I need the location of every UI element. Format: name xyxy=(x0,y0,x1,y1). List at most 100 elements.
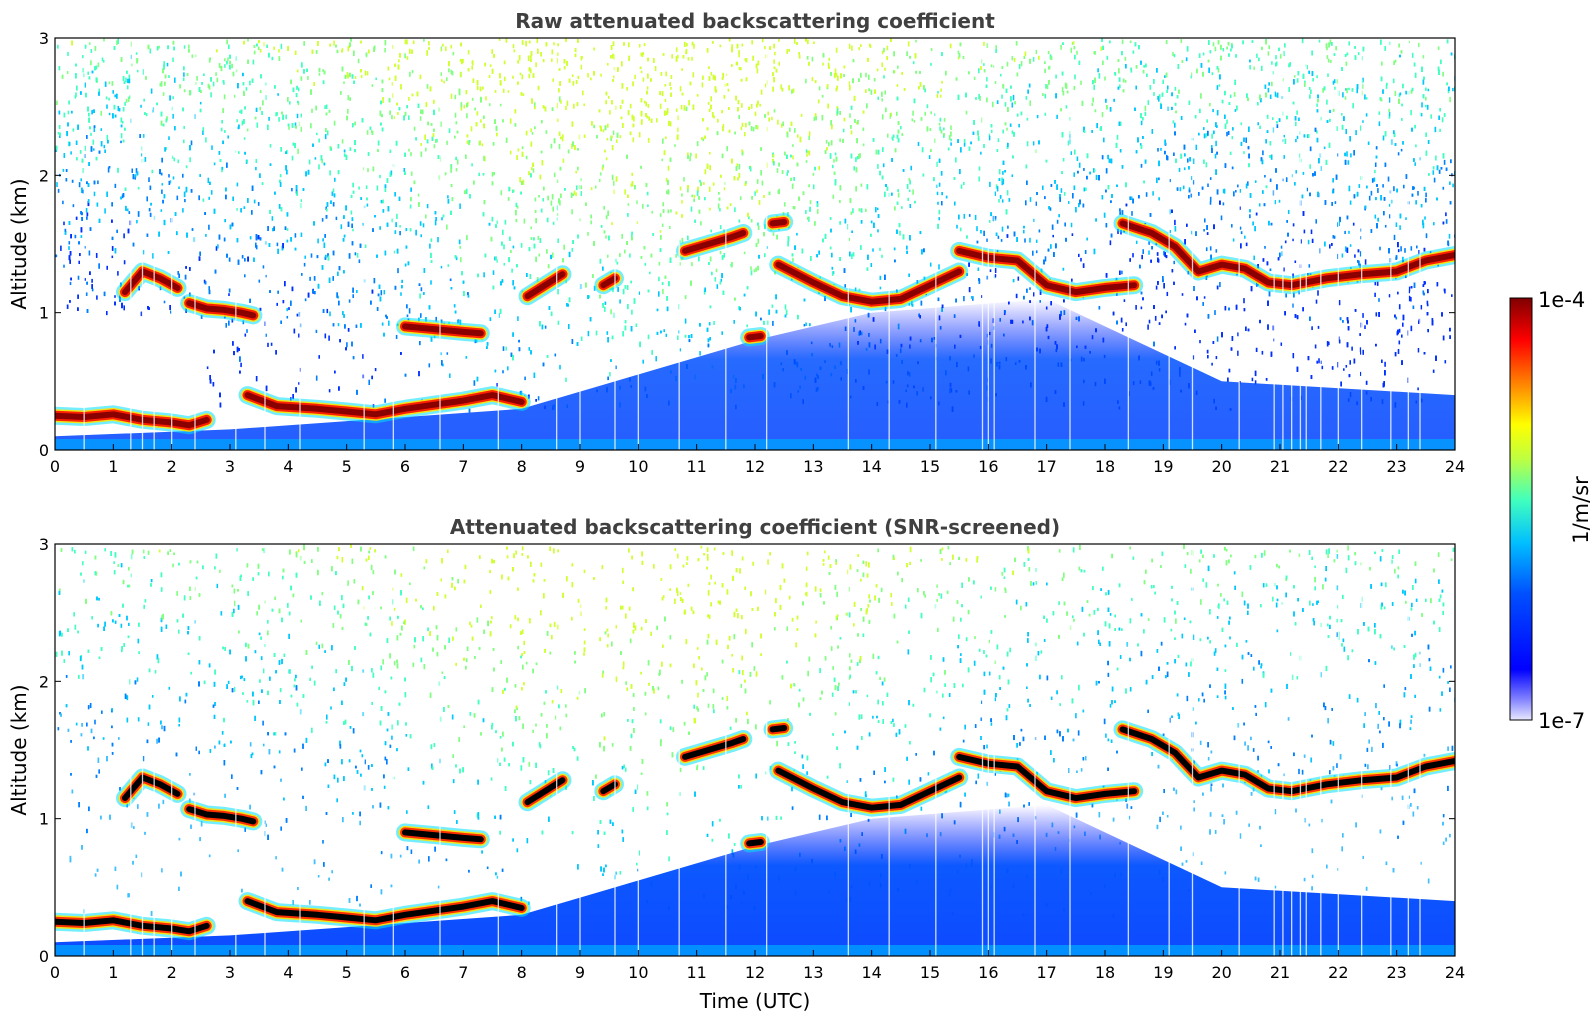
noise-pixel xyxy=(803,324,806,327)
noise-pixel xyxy=(870,263,873,268)
noise-pixel xyxy=(974,214,977,220)
noise-pixel xyxy=(1235,190,1237,193)
noise-pixel xyxy=(613,75,615,79)
noise-pixel xyxy=(773,109,776,113)
noise-pixel xyxy=(647,204,649,208)
noise-pixel xyxy=(1000,73,1002,77)
noise-pixel xyxy=(532,168,535,173)
noise-pixel xyxy=(304,255,306,259)
noise-pixel xyxy=(1382,184,1384,188)
noise-pixel xyxy=(341,139,344,144)
noise-pixel xyxy=(1348,230,1350,234)
noise-pixel xyxy=(692,72,695,78)
noise-pixel xyxy=(471,65,473,70)
noise-pixel xyxy=(714,277,717,282)
noise-pixel xyxy=(403,168,406,172)
noise-pixel xyxy=(1078,162,1081,168)
noise-pixel xyxy=(1144,105,1147,111)
noise-pixel xyxy=(1289,62,1292,67)
noise-pixel xyxy=(1389,214,1391,219)
noise-pixel xyxy=(862,143,865,147)
noise-pixel xyxy=(491,172,494,177)
noise-pixel xyxy=(408,96,410,101)
noise-pixel xyxy=(675,47,678,53)
noise-pixel xyxy=(524,376,526,381)
noise-pixel xyxy=(938,122,941,126)
noise-pixel xyxy=(658,262,661,266)
noise-pixel xyxy=(1018,64,1021,69)
noise-pixel xyxy=(259,106,261,111)
noise-pixel xyxy=(761,180,764,186)
noise-pixel xyxy=(426,204,429,209)
noise-pixel xyxy=(148,177,150,183)
noise-pixel xyxy=(434,220,437,226)
noise-pixel xyxy=(740,67,742,71)
noise-pixel xyxy=(106,311,108,316)
noise-pixel xyxy=(447,195,449,199)
noise-pixel xyxy=(399,225,401,228)
noise-pixel xyxy=(1365,113,1368,117)
noise-pixel xyxy=(297,148,299,154)
noise-pixel xyxy=(507,90,510,93)
noise-pixel xyxy=(1272,71,1275,75)
noise-pixel xyxy=(1262,150,1264,156)
noise-pixel xyxy=(1018,123,1020,128)
noise-pixel xyxy=(1135,305,1137,310)
noise-pixel xyxy=(1071,42,1074,45)
noise-pixel xyxy=(619,135,622,139)
noise-pixel xyxy=(215,246,218,251)
noise-pixel xyxy=(852,208,854,214)
noise-pixel xyxy=(315,329,318,334)
noise-pixel xyxy=(106,265,108,270)
noise-pixel xyxy=(1192,180,1195,185)
noise-pixel xyxy=(1172,120,1175,124)
noise-pixel xyxy=(445,46,447,52)
noise-pixel xyxy=(196,75,198,81)
noise-pixel xyxy=(876,68,879,72)
noise-pixel xyxy=(494,90,497,93)
noise-pixel xyxy=(1341,113,1343,116)
noise-pixel xyxy=(95,253,98,258)
noise-pixel xyxy=(1029,197,1032,202)
noise-pixel xyxy=(366,203,369,207)
noise-pixel xyxy=(753,269,756,273)
noise-pixel xyxy=(605,157,608,161)
noise-pixel xyxy=(332,188,335,193)
noise-pixel xyxy=(1354,254,1356,258)
noise-pixel xyxy=(298,87,300,92)
noise-pixel xyxy=(96,295,98,300)
noise-pixel xyxy=(1385,84,1388,89)
noise-pixel xyxy=(1316,130,1318,134)
noise-pixel xyxy=(238,151,240,154)
noise-pixel xyxy=(1097,68,1099,73)
noise-pixel xyxy=(956,224,958,229)
noise-pixel xyxy=(1310,229,1313,235)
noise-pixel xyxy=(1327,58,1330,63)
noise-pixel xyxy=(1350,153,1352,158)
noise-pixel xyxy=(1174,86,1177,91)
noise-pixel xyxy=(126,85,129,90)
noise-pixel xyxy=(713,115,715,119)
noise-pixel xyxy=(286,228,289,231)
noise-pixel xyxy=(534,102,536,107)
noise-pixel xyxy=(88,250,91,256)
noise-pixel xyxy=(1308,264,1311,268)
noise-pixel xyxy=(634,74,636,80)
noise-pixel xyxy=(1329,39,1332,45)
noise-pixel xyxy=(459,203,461,209)
noise-pixel xyxy=(1215,356,1218,360)
noise-pixel xyxy=(865,72,867,78)
noise-pixel xyxy=(912,189,914,195)
noise-pixel xyxy=(420,313,422,318)
noise-pixel xyxy=(1073,172,1075,177)
noise-pixel xyxy=(450,93,453,99)
noise-pixel xyxy=(277,93,279,96)
noise-pixel xyxy=(1443,159,1446,165)
noise-pixel xyxy=(684,318,687,324)
noise-pixel xyxy=(1346,151,1348,157)
noise-pixel xyxy=(773,59,775,64)
noise-pixel xyxy=(1318,358,1320,364)
noise-pixel xyxy=(224,58,226,62)
noise-pixel xyxy=(111,255,114,259)
noise-pixel xyxy=(989,181,991,187)
